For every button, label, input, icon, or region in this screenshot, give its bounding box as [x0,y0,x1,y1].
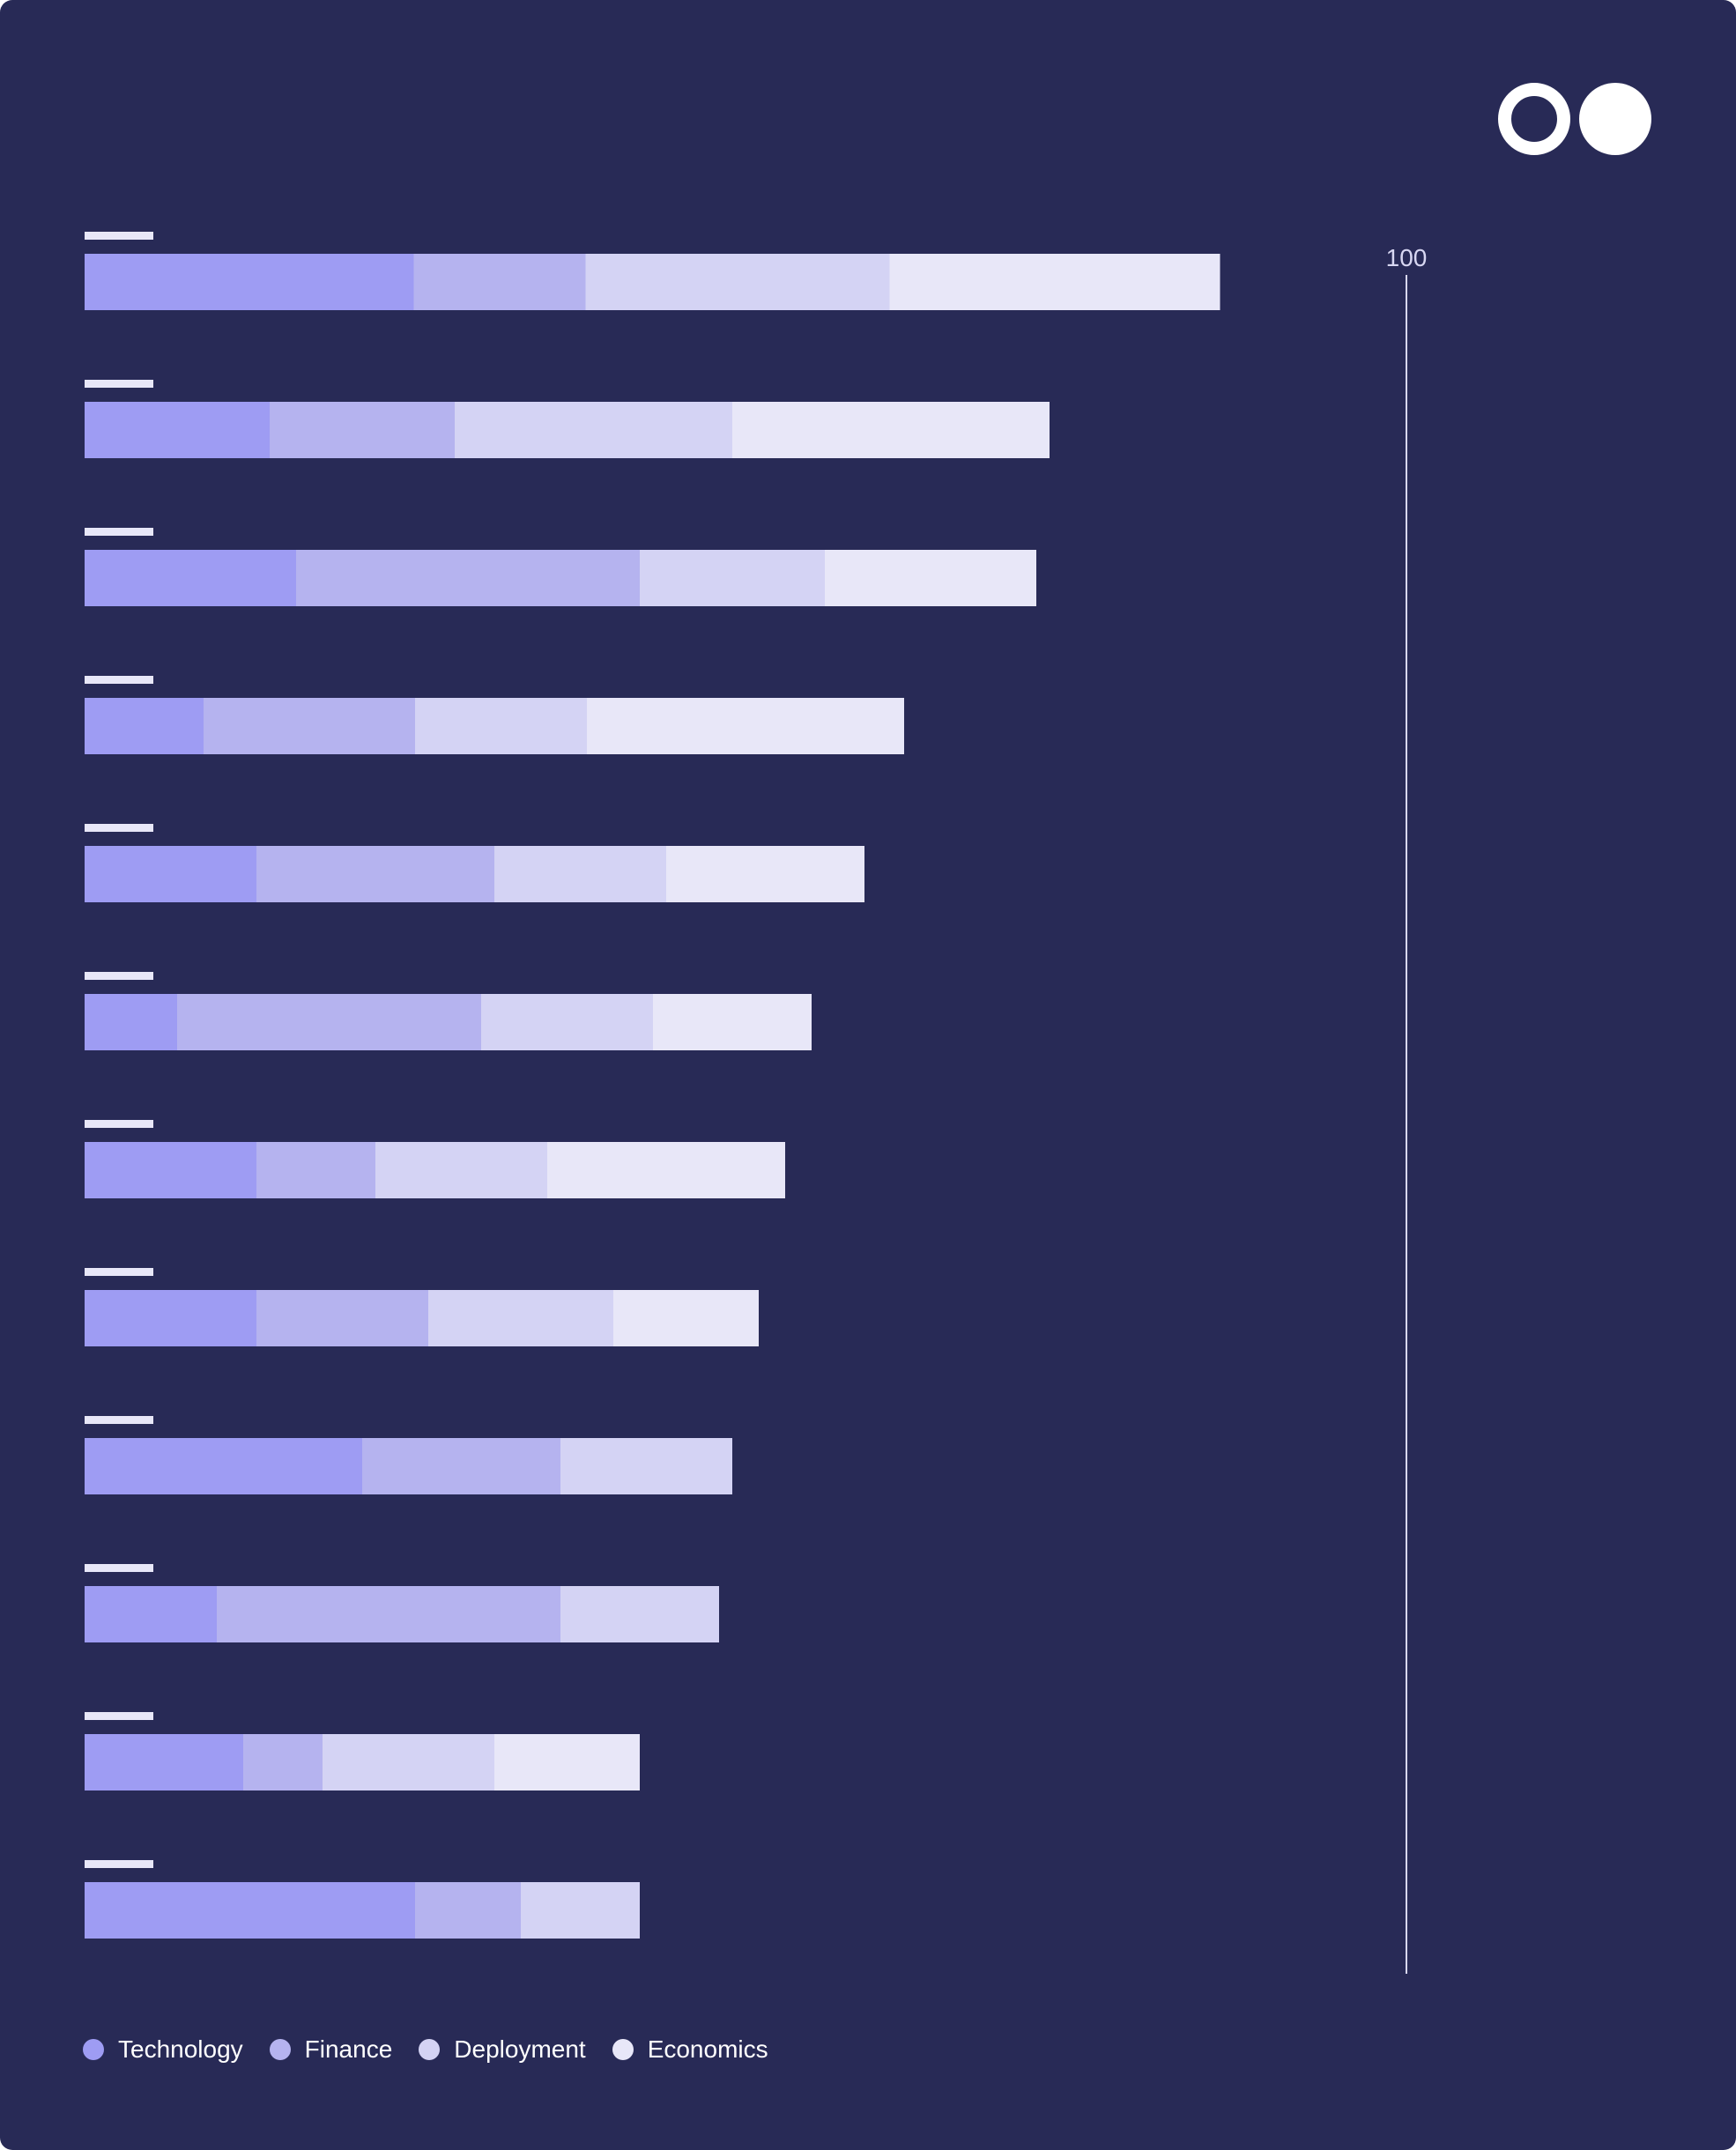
bar-segment-economics-row-3 [825,550,1036,606]
bar-segment-economics-row-8 [613,1290,759,1346]
bar-segment-technology-row-11 [85,1734,243,1790]
bar-segment-technology-row-12 [85,1882,415,1939]
bar-segment-deployment-row-6 [481,994,653,1050]
category-label-mark-11 [85,1712,153,1720]
legend-label-technology: Technology [118,2035,243,2063]
bar-segment-finance-row-9 [362,1438,560,1494]
bar-segment-finance-row-5 [256,846,494,902]
category-label-mark-1 [85,232,153,240]
bar-segment-deployment-row-5 [494,846,666,902]
category-label-mark-10 [85,1564,153,1572]
bar-segment-deployment-row-10 [560,1586,719,1642]
bar-segment-finance-row-3 [296,550,640,606]
category-label-mark-9 [85,1416,153,1424]
bar-segment-deployment-row-9 [560,1438,732,1494]
legend-label-economics: Economics [647,2035,768,2063]
category-label-mark-8 [85,1268,153,1276]
legend-item-technology: Technology [83,2035,243,2064]
bar-segment-technology-row-3 [85,550,296,606]
bar-segment-technology-row-10 [85,1586,217,1642]
chart-legend: Technology Finance Deployment Economics [83,2032,768,2067]
legend-swatch-finance [269,2039,291,2060]
bar-segment-technology-row-5 [85,846,256,902]
bar-segment-finance-row-12 [415,1882,521,1939]
bar-segment-technology-row-9 [85,1438,362,1494]
bar-segment-economics-row-11 [494,1734,640,1790]
bar-segment-finance-row-1 [413,254,586,310]
category-label-mark-3 [85,528,153,536]
bar-segment-finance-row-7 [256,1142,375,1198]
legend-item-economics: Economics [612,2035,768,2064]
bar-segment-economics-row-6 [653,994,812,1050]
bar-segment-technology-row-2 [85,402,270,458]
category-label-mark-4 [85,676,153,684]
legend-swatch-deployment [419,2039,441,2060]
bar-segment-deployment-row-7 [375,1142,547,1198]
bar-segment-economics-row-1 [889,254,1220,310]
bar-segment-technology-row-6 [85,994,177,1050]
category-label-mark-5 [85,824,153,832]
bar-segment-finance-row-2 [270,402,455,458]
bar-segment-economics-row-7 [547,1142,785,1198]
legend-swatch-economics [612,2039,634,2060]
bar-segment-technology-row-7 [85,1142,256,1198]
legend-item-deployment: Deployment [419,2035,586,2064]
legend-swatch-technology [83,2039,104,2060]
bar-segment-deployment-row-12 [521,1882,640,1939]
category-label-mark-6 [85,972,153,980]
bar-segment-economics-row-5 [666,846,864,902]
bar-segment-deployment-row-2 [455,402,732,458]
bar-segment-finance-row-4 [204,698,415,754]
bar-segment-deployment-row-8 [428,1290,613,1346]
legend-item-finance: Finance [269,2035,393,2064]
bar-segment-technology-row-1 [85,254,414,310]
bar-segment-economics-row-2 [732,402,1050,458]
bar-segment-deployment-row-3 [640,550,825,606]
category-label-mark-2 [85,380,153,388]
brand-logo [1498,83,1657,155]
category-label-mark-12 [85,1860,153,1868]
bar-segment-technology-row-4 [85,698,204,754]
bar-segment-economics-row-4 [587,698,904,754]
bar-segment-deployment-row-1 [585,254,890,310]
bar-segment-deployment-row-11 [323,1734,494,1790]
category-label-mark-7 [85,1120,153,1128]
bar-segment-finance-row-11 [243,1734,323,1790]
bar-segment-finance-row-8 [256,1290,428,1346]
legend-label-finance: Finance [304,2035,393,2063]
bar-segment-finance-row-10 [217,1586,560,1642]
bar-segment-finance-row-6 [177,994,481,1050]
bar-segment-technology-row-8 [85,1290,256,1346]
axis-max-label: 100 [1386,244,1428,271]
bar-segment-deployment-row-4 [415,698,587,754]
logo-dot-shape [1579,83,1651,155]
legend-label-deployment: Deployment [454,2035,586,2063]
